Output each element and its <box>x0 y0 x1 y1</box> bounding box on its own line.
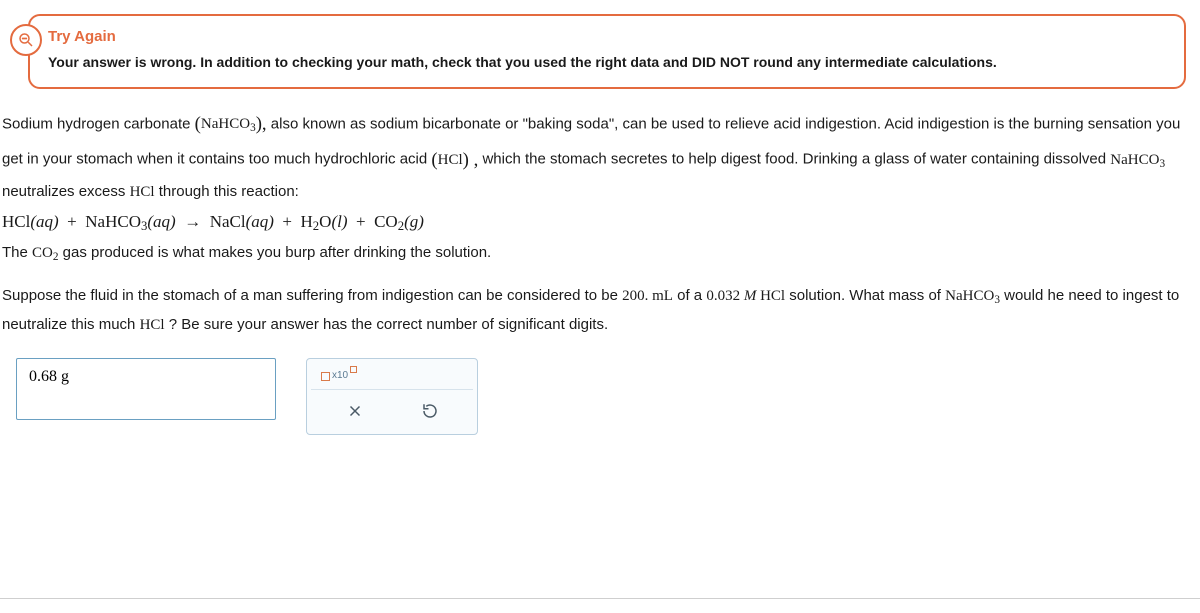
text: solution. What mass of <box>785 287 945 304</box>
tool-row-bottom <box>311 389 473 430</box>
molarity-unit: M <box>740 288 760 304</box>
text: of a <box>673 287 706 304</box>
text: The <box>2 244 32 261</box>
paragraph-3: Suppose the fluid in the stomach of a ma… <box>2 282 1194 340</box>
chem-hcl: HCl <box>130 184 155 200</box>
text: Suppose the fluid in the stomach of a ma… <box>2 287 622 304</box>
feedback-box: Try Again Your answer is wrong. In addit… <box>28 14 1186 89</box>
answer-row: 0.68 g x10 <box>16 358 1194 435</box>
box-icon <box>350 366 357 373</box>
chem-hcl: HCl <box>760 288 785 304</box>
sci-label: x10 <box>332 371 348 381</box>
text: ) , <box>463 149 479 170</box>
text: which the stomach secretes to help diges… <box>478 151 1110 168</box>
problem-body: Sodium hydrogen carbonate (NaHCO3), also… <box>0 107 1200 435</box>
clear-button[interactable] <box>344 400 366 422</box>
text: gas produced is what makes you burp afte… <box>58 244 491 261</box>
paragraph-2: The CO2 gas produced is what makes you b… <box>2 239 1194 268</box>
reset-button[interactable] <box>419 400 441 422</box>
feedback-message: Your answer is wrong. In addition to che… <box>48 53 1166 73</box>
chem-nahco3: NaHCO <box>945 288 994 304</box>
text: Sodium hydrogen carbonate <box>2 115 195 132</box>
chem-co2: CO <box>32 245 53 261</box>
tool-row-top: x10 <box>311 363 473 389</box>
answer-input[interactable]: 0.68 g <box>16 358 276 420</box>
paragraph-1: Sodium hydrogen carbonate (NaHCO3), also… <box>2 107 1194 207</box>
text: ), <box>256 114 267 135</box>
sub: 3 <box>1159 158 1165 170</box>
magnifier-icon <box>10 24 42 56</box>
text: neutralizes excess <box>2 183 130 200</box>
tool-panel: x10 <box>306 358 478 435</box>
chem-nahco3: NaHCO <box>1110 152 1159 168</box>
box-icon <box>321 372 330 381</box>
concentration: 0.032 <box>706 288 740 304</box>
text: through this reaction: <box>155 183 299 200</box>
volume: 200. mL <box>622 288 673 304</box>
chem-hcl: HCl <box>438 152 463 168</box>
scientific-notation-button[interactable]: x10 <box>317 369 361 383</box>
text: ? Be sure your answer has the correct nu… <box>165 316 609 333</box>
chem-nahco3: NaHCO <box>201 116 250 132</box>
chem-hcl: HCl <box>140 317 165 333</box>
feedback-title: Try Again <box>48 26 1166 47</box>
chemical-equation: HCl(aq) + NaHCO3(aq) → NaCl(aq) + H2O(l)… <box>2 206 1194 238</box>
